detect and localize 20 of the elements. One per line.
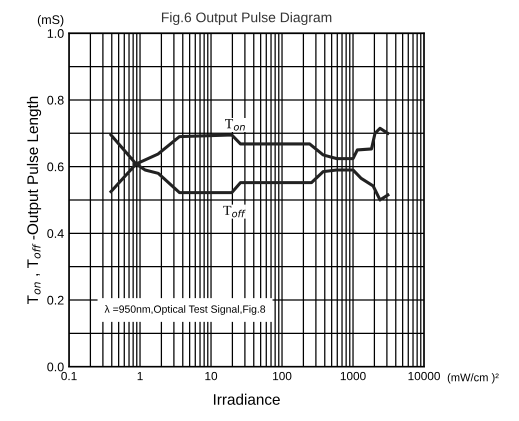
- x-axis-title: Irradiance: [214, 394, 280, 405]
- text: (mS): [38, 14, 64, 27]
- y-axis-title: T$_{on}$ , T$_{off}$ -Output Pulse Length: [26, 96, 42, 304]
- x-tick-label: 100: [273, 372, 292, 380]
- y-tick-label: 0.0: [47, 362, 64, 372]
- x-tick-label: 10: [205, 372, 218, 380]
- y-tick-label: 0.6: [47, 162, 64, 172]
- x-tick-label: 1000: [340, 372, 366, 380]
- annotation: T$_{off}$: [223, 206, 246, 218]
- x-tick-label: 1: [138, 372, 143, 380]
- chart-title: Fig.6 Output Pulse Diagram: [162, 12, 332, 26]
- x-tick-label: 10000: [408, 372, 440, 380]
- y-tick-label: 0.4: [47, 229, 64, 238]
- x-tick-label: 0.1: [61, 372, 77, 380]
- y-tick-label: 0.2: [47, 296, 64, 305]
- annotation: λ =950nm,Optical Test Signal,Fig.8: [104, 305, 266, 315]
- y-tick-label: 1.0: [48, 29, 64, 38]
- annotation: T$_{on}$: [225, 119, 245, 131]
- y-tick-label: 0.8: [47, 96, 64, 105]
- text: (mW/cm )²: [448, 373, 499, 384]
